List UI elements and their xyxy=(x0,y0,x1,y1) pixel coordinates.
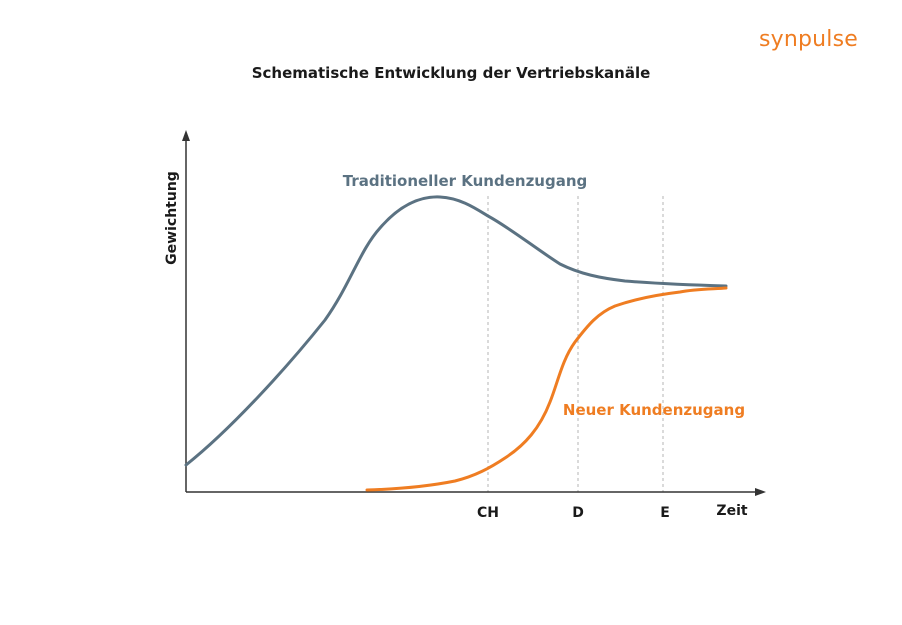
synpulse-logo: synpulse xyxy=(758,27,858,52)
x-axis-label: Zeit xyxy=(716,503,747,519)
x-marker-ch: CH xyxy=(477,505,499,521)
x-marker-d: D xyxy=(572,505,584,521)
series-neuer-line xyxy=(365,286,728,492)
legend-traditioneller: Traditioneller Kundenzugang xyxy=(343,172,588,190)
x-axis-arrow xyxy=(755,488,766,496)
x-marker-e: E xyxy=(660,505,670,521)
chart-title: Schematische Entwicklung der Vertriebska… xyxy=(251,64,651,82)
y-axis-arrow xyxy=(182,130,190,141)
legend-neuer: Neuer Kundenzugang xyxy=(563,401,745,419)
y-axis-label: Gewichtung xyxy=(164,171,180,265)
series-traditioneller-line xyxy=(184,195,728,467)
